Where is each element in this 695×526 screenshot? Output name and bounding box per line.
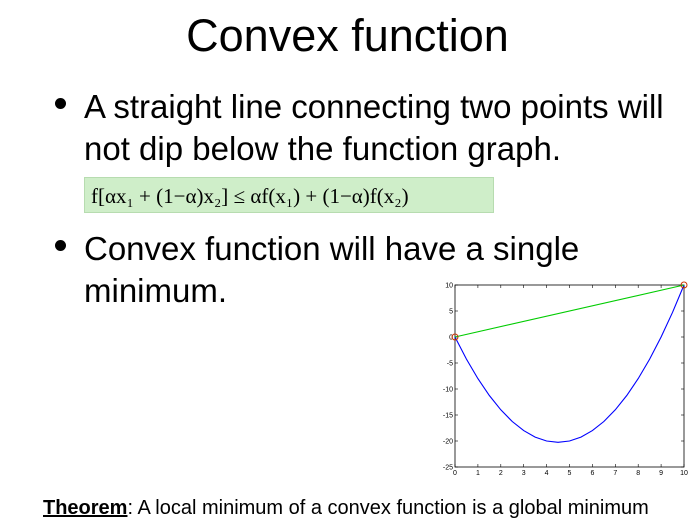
formula-text: f[αx₁ + (1−α)x₂] ≤ αf(x₁) + (1−α)f(x₂) bbox=[91, 184, 409, 208]
endpoint-marker bbox=[451, 333, 459, 341]
x-tick-label: 9 bbox=[659, 470, 663, 477]
bullet-text: A straight line connecting two points wi… bbox=[84, 86, 664, 170]
x-tick-label: 10 bbox=[680, 470, 688, 477]
x-tick-label: 7 bbox=[613, 470, 617, 477]
y-tick-label: -5 bbox=[447, 361, 453, 368]
bullet-line: not dip below the function graph. bbox=[84, 130, 562, 167]
convexity-formula: f[αx₁ + (1−α)x₂] ≤ αf(x₁) + (1−α)f(x₂) bbox=[84, 177, 494, 213]
y-tick-label: 5 bbox=[449, 309, 453, 316]
bullet-dot bbox=[55, 240, 66, 251]
y-tick-label: -15 bbox=[443, 413, 453, 420]
theorem-statement: Theorem: A local minimum of a convex fun… bbox=[43, 496, 649, 520]
x-tick-label: 2 bbox=[499, 470, 503, 477]
chord-series-line bbox=[454, 284, 685, 338]
bullet-line: minimum. bbox=[84, 272, 228, 309]
y-tick-label: 0 bbox=[449, 335, 453, 342]
y-tick-label: -10 bbox=[443, 387, 453, 394]
x-tick-label: 1 bbox=[476, 470, 480, 477]
bullet-line: A straight line connecting two points wi… bbox=[84, 88, 664, 125]
bullet-dot bbox=[55, 98, 66, 109]
theorem-label: Theorem bbox=[43, 497, 128, 519]
x-tick-label: 4 bbox=[545, 470, 549, 477]
y-tick-label: -25 bbox=[443, 465, 453, 472]
convex-function-chart: 0 1 2 3 4 5 6 7 8 9 10 10 5 0 -5 -10 -15 -20 -25 bbox=[425, 279, 691, 483]
x-tick-label: 6 bbox=[590, 470, 594, 477]
y-tick-label: -20 bbox=[443, 439, 453, 446]
endpoint-marker bbox=[680, 281, 688, 289]
x-tick-label: 8 bbox=[636, 470, 640, 477]
plot-frame bbox=[454, 284, 685, 468]
bullet-line: Convex function will have a single bbox=[84, 230, 580, 267]
y-tick-label: 10 bbox=[445, 283, 453, 290]
chart-svg: 0 1 2 3 4 5 6 7 8 9 10 10 5 0 -5 -10 -15 -20 -25 bbox=[443, 281, 688, 477]
x-tick-label: 3 bbox=[522, 470, 526, 477]
page-title: Convex function bbox=[186, 10, 509, 61]
x-tick-label: 0 bbox=[453, 470, 457, 477]
theorem-text: : A local minimum of a convex function i… bbox=[127, 497, 649, 519]
x-tick-label: 5 bbox=[568, 470, 572, 477]
parabola-series-line bbox=[454, 284, 685, 443]
bullet-text: Convex function will have a single minim… bbox=[84, 228, 579, 312]
